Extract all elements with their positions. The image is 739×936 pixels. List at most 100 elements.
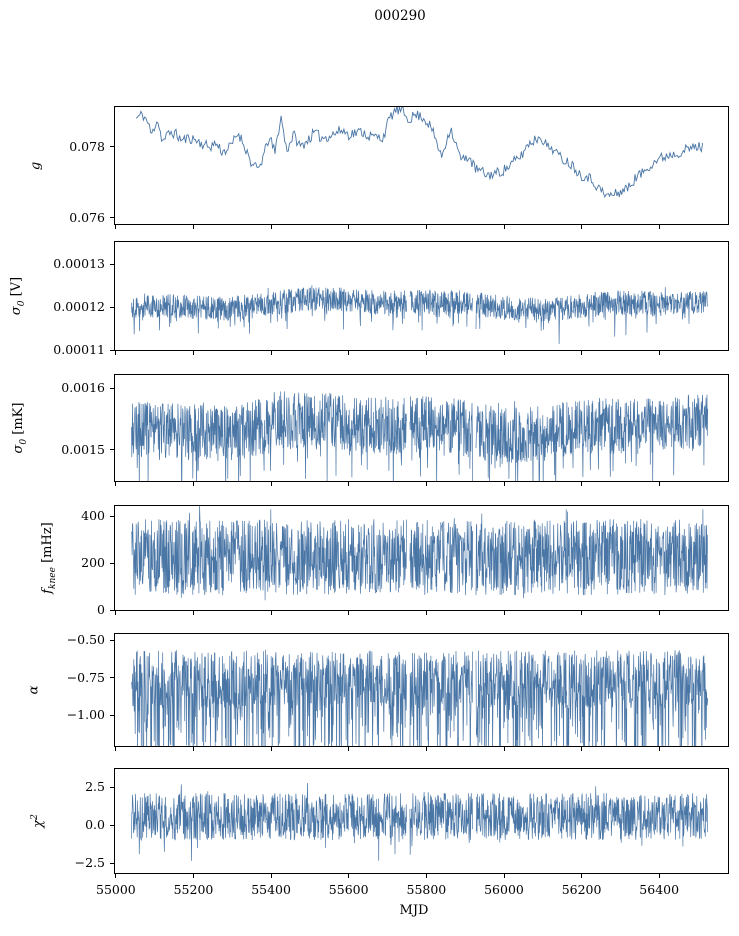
y-tick-label: 0.00013 — [53, 256, 105, 272]
y-tickmark — [110, 609, 114, 611]
y-tickmark — [110, 306, 114, 308]
x-tick-label: 55200 — [173, 882, 214, 897]
x-tickmark — [425, 351, 427, 355]
axes-spines — [114, 106, 729, 225]
y-tickmark — [110, 515, 114, 517]
x-tick-label: 55400 — [251, 882, 291, 897]
x-tickmark — [115, 225, 117, 229]
x-tick-label: 55600 — [328, 882, 369, 897]
y-axis-label-alpha: α — [27, 686, 42, 695]
subplot-chi2 — [114, 768, 729, 874]
x-tickmark — [193, 874, 194, 878]
y-tickmark — [110, 562, 114, 564]
x-tickmark — [581, 874, 583, 878]
x-tickmark — [503, 874, 505, 878]
series-line-sigma0-V — [131, 285, 709, 345]
series-line-chi2 — [131, 782, 709, 861]
x-tickmark — [348, 351, 350, 355]
y-tickmark — [110, 714, 114, 716]
x-tickmark — [193, 225, 194, 229]
y-tick-label: 0.076 — [69, 209, 105, 225]
x-tickmark — [270, 225, 272, 229]
y-tick-label: −0.75 — [66, 669, 105, 685]
x-tickmark — [348, 874, 350, 878]
y-tick-label: 0.0016 — [61, 380, 105, 396]
x-tick-label: 56200 — [561, 882, 602, 897]
y-label-symbol: χ — [31, 819, 47, 828]
axes-spines — [114, 241, 729, 351]
x-tickmark — [658, 225, 660, 229]
y-axis-label-sigma0-V: σ0 [V] — [9, 276, 27, 316]
x-tickmark — [348, 611, 350, 615]
subplot-alpha — [114, 633, 729, 747]
y-tickmark — [110, 449, 114, 451]
x-tickmark — [425, 482, 427, 486]
y-label-symbol: α — [26, 685, 42, 695]
x-tickmark — [193, 351, 194, 355]
x-tickmark — [581, 747, 583, 751]
subplot-sigma0-V — [114, 241, 729, 351]
axes-spines — [114, 374, 729, 482]
x-tickmark — [425, 225, 427, 229]
y-tick-label: 0.0015 — [61, 441, 105, 457]
series-line-sigma0-mK — [131, 391, 709, 482]
x-tickmark — [658, 611, 660, 615]
axes-spines — [114, 505, 729, 611]
y-axis-label-g: g — [29, 161, 44, 169]
x-tickmark — [425, 611, 427, 615]
x-tickmark — [193, 747, 194, 751]
x-tick-label: 56400 — [639, 882, 680, 897]
y-tick-label: 0 — [97, 602, 105, 618]
x-tickmark — [348, 225, 350, 229]
x-tickmark — [581, 482, 583, 486]
x-tickmark — [193, 482, 194, 486]
x-tickmark — [115, 482, 117, 486]
x-tickmark — [581, 225, 583, 229]
x-tickmark — [270, 351, 272, 355]
y-label-symbol: g — [28, 161, 44, 170]
x-tickmark — [115, 351, 117, 355]
y-tickmark — [110, 387, 114, 389]
x-tickmark — [658, 874, 660, 878]
x-tick-label: 55000 — [96, 882, 136, 897]
series-line-g — [135, 106, 704, 199]
y-tick-label: −1.00 — [66, 707, 105, 722]
x-tickmark — [193, 611, 194, 615]
y-tick-label: 400 — [81, 508, 105, 523]
x-tickmark — [658, 482, 660, 486]
x-tickmark — [658, 747, 660, 751]
x-tickmark — [658, 351, 660, 355]
series-line-fknee — [131, 505, 709, 601]
y-tickmark — [110, 263, 114, 265]
y-tick-label: 0.00011 — [53, 342, 105, 358]
x-tickmark — [348, 482, 350, 486]
x-tickmark — [503, 351, 505, 355]
y-tickmark — [110, 146, 114, 148]
x-tickmark — [581, 351, 583, 355]
y-label-symbol: σ — [9, 306, 25, 316]
y-tick-label: 2.5 — [85, 779, 105, 794]
x-tickmark — [503, 611, 505, 615]
x-tickmark — [115, 874, 117, 878]
y-tick-label: 200 — [81, 555, 105, 571]
y-tick-label: 0.0 — [85, 817, 105, 832]
y-tickmark — [110, 217, 114, 219]
x-tickmark — [503, 482, 505, 486]
subplot-fknee — [114, 505, 729, 611]
x-axis-label: MJD — [399, 903, 429, 918]
subplot-g — [114, 106, 729, 225]
x-tickmark — [348, 747, 350, 751]
x-tickmark — [425, 874, 427, 878]
y-axis-label-fknee: fknee [mHz] — [40, 522, 58, 594]
y-tickmark — [110, 639, 114, 641]
y-tick-label: 0.078 — [69, 138, 105, 154]
y-tick-label: −2.5 — [74, 855, 105, 871]
x-tickmark — [270, 482, 272, 486]
y-tickmark — [110, 786, 114, 788]
y-tickmark — [110, 349, 114, 351]
figure-title: 000290 — [374, 8, 426, 24]
x-tick-label: 55800 — [406, 882, 447, 897]
x-tickmark — [115, 747, 117, 751]
series-line-alpha — [131, 649, 709, 747]
